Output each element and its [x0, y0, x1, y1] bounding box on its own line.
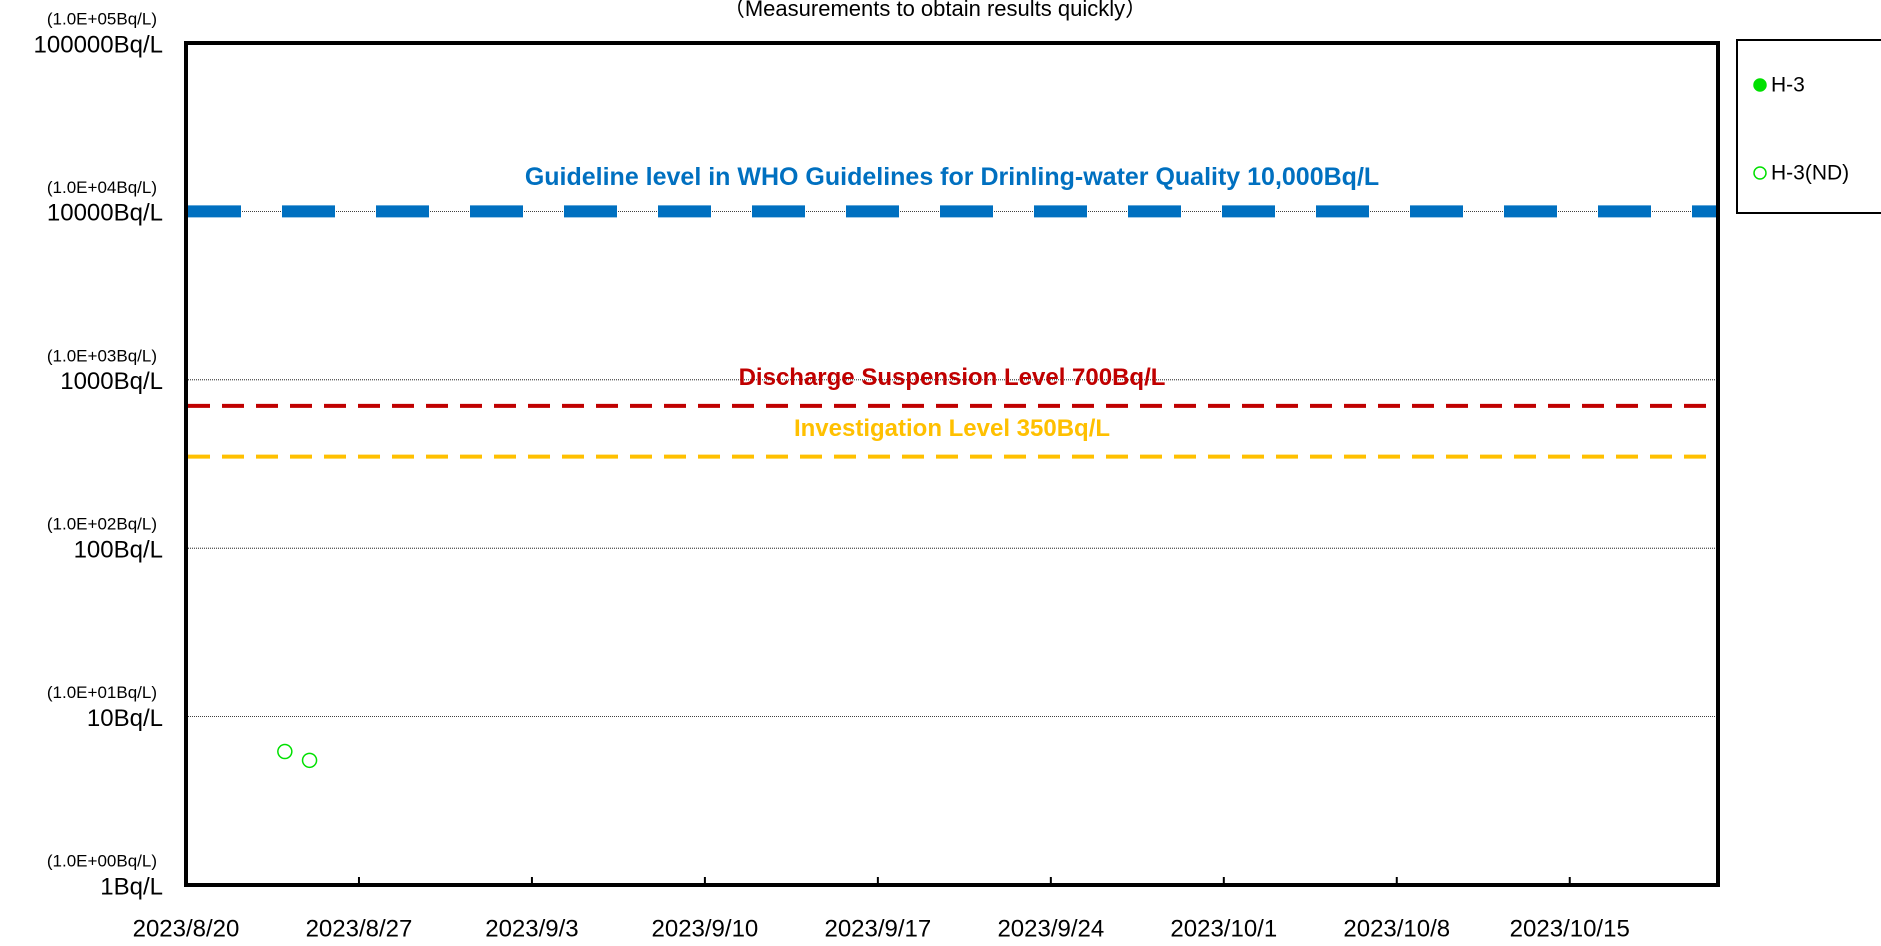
x-tick-label: 2023/10/15	[1510, 915, 1630, 942]
legend-box	[1736, 39, 1881, 214]
legend-label: H-3	[1771, 74, 1805, 97]
y-tick-note: (1.0E+02Bq/L)	[47, 515, 157, 534]
x-tick-label: 2023/9/24	[997, 915, 1104, 942]
x-tick-label: 2023/10/8	[1343, 915, 1450, 942]
data-point	[301, 752, 318, 769]
plot-frame	[184, 41, 1720, 887]
legend-marker	[1753, 166, 1767, 180]
x-tick-label: 2023/8/20	[133, 915, 240, 942]
y-tick-label: 10000Bq/L	[47, 200, 163, 227]
y-tick-label: 1Bq/L	[100, 873, 163, 900]
y-tick-label: 100000Bq/L	[34, 31, 163, 58]
reference-label: Discharge Suspension Level 700Bq/L	[739, 364, 1166, 391]
y-tick-label: 10Bq/L	[87, 705, 163, 732]
y-tick-label: 1000Bq/L	[60, 368, 163, 395]
x-tick-label: 2023/8/27	[306, 915, 413, 942]
legend-label: H-3(ND)	[1771, 162, 1849, 185]
y-tick-note: (1.0E+01Bq/L)	[47, 683, 157, 702]
chart-title: （Measurements to obtain results quickly）	[723, 0, 1147, 21]
y-tick-note: (1.0E+03Bq/L)	[47, 346, 157, 365]
y-tick-note: (1.0E+00Bq/L)	[47, 851, 157, 870]
x-tick-label: 2023/9/10	[652, 915, 759, 942]
reference-label: Investigation Level 350Bq/L	[794, 415, 1110, 442]
y-tick-label: 100Bq/L	[74, 537, 163, 564]
y-tick-note: (1.0E+04Bq/L)	[47, 178, 157, 197]
reference-label: Guideline level in WHO Guidelines for Dr…	[525, 163, 1379, 191]
y-tick-note: (1.0E+05Bq/L)	[47, 9, 157, 28]
x-tick-label: 2023/9/17	[824, 915, 931, 942]
data-point	[277, 743, 293, 760]
x-tick-label: 2023/10/1	[1170, 915, 1277, 942]
legend-marker	[1753, 78, 1767, 92]
x-tick-label: 2023/9/3	[485, 915, 578, 942]
